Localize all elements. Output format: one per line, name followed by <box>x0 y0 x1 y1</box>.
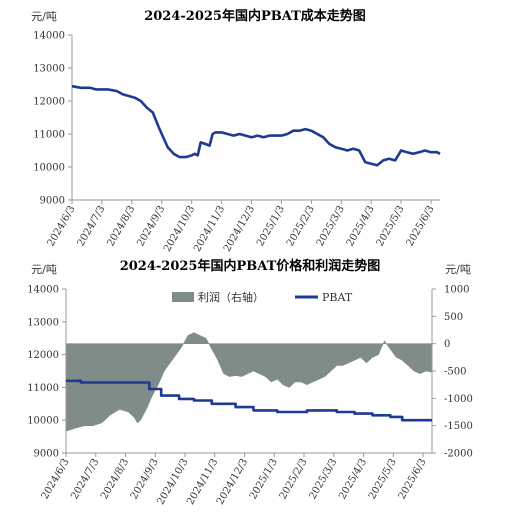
cost-x-tick-label: 2025/3/3 <box>315 204 347 248</box>
profit-y-tick-label: 500 <box>444 312 463 323</box>
cost-chart: 2024-2025年国内PBAT成本走势图 元/吨 9000 10000 11000… <box>31 8 441 254</box>
cost-y-tick-label: 11000 <box>33 130 65 141</box>
cost-x-tick-label: 2024/7/3 <box>76 204 108 248</box>
cost-y-tick-label: 14000 <box>33 31 65 42</box>
cost-x-tick-label: 2025/1/3 <box>255 204 287 248</box>
legend-label-profit: 利润（右轴） <box>198 290 264 304</box>
price-profit-chart-title: 2024-2025年国内PBAT价格和利润走势图 <box>120 258 381 274</box>
cost-x-tick-label: 2025/5/3 <box>375 204 407 248</box>
price-y-tick-label: 14000 <box>27 285 59 296</box>
price-x-tick-label: 2024/12/3 <box>215 457 250 507</box>
price-x-tick-label: 2025/3/3 <box>307 457 339 501</box>
cost-chart-y-unit: 元/吨 <box>31 10 57 23</box>
cost-x-tick-label: 2024/10/3 <box>162 204 197 254</box>
cost-chart-title: 2024-2025年国内PBAT成本走势图 <box>144 8 366 24</box>
cost-y-tick-label: 12000 <box>33 97 65 108</box>
profit-y-tick-label: 0 <box>444 339 450 350</box>
cost-y-tick-label: 13000 <box>33 64 65 75</box>
cost-x-tick-label: 2024/11/3 <box>192 204 227 254</box>
price-x-tick-label: 2025/4/3 <box>337 457 369 501</box>
price-profit-chart: 2024-2025年国内PBAT价格和利润走势图 元/吨 元/吨 利润（右轴） P… <box>27 258 473 507</box>
price-profit-chart-y-unit-right: 元/吨 <box>445 263 471 276</box>
profit-y-tick-label: 1000 <box>444 285 469 296</box>
price-x-tick-label: 2025/5/3 <box>367 457 399 501</box>
cost-x-tick-label: 2024/6/3 <box>46 204 78 248</box>
pbat-price-line <box>66 379 432 422</box>
cost-x-tick-label: 2024/8/3 <box>105 204 137 248</box>
price-x-tick-label: 2024/7/3 <box>69 457 101 501</box>
cost-x-tick-label: 2024/9/3 <box>135 204 167 248</box>
price-x-tick-label: 2024/8/3 <box>99 457 131 501</box>
cost-x-tick-label: 2025/6/3 <box>405 204 437 248</box>
profit-area <box>65 332 433 432</box>
legend-swatch-profit <box>172 292 194 302</box>
legend-label-pbat: PBAT <box>322 291 353 304</box>
profit-y-tick-label: -1000 <box>444 394 473 405</box>
price-y-tick-label: 11000 <box>27 383 59 394</box>
price-x-tick-label: 2025/1/3 <box>248 457 280 501</box>
price-x-tick-label: 2024/6/3 <box>40 457 72 501</box>
price-y-tick-label: 13000 <box>27 317 59 328</box>
cost-y-tick-label: 9000 <box>40 196 65 207</box>
profit-y-tick-label: -1500 <box>444 421 473 432</box>
price-profit-chart-y-unit-left: 元/吨 <box>31 263 57 276</box>
cost-y-tick-label: 10000 <box>33 163 65 174</box>
price-x-tick-label: 2025/2/3 <box>278 457 310 501</box>
price-profit-legend: 利润（右轴） PBAT <box>172 290 353 304</box>
cost-x-tick-label: 2025/2/3 <box>285 204 317 248</box>
cost-x-tick-label: 2025/4/3 <box>345 204 377 248</box>
cost-x-tick-label: 2024/12/3 <box>222 204 257 254</box>
price-x-tick-label: 2025/6/3 <box>397 457 429 501</box>
profit-y-tick-label: -500 <box>444 367 466 378</box>
cost-series-line <box>71 84 441 167</box>
profit-y-tick-label: -2000 <box>444 449 473 460</box>
price-y-tick-label: 12000 <box>27 350 59 361</box>
price-y-tick-label: 9000 <box>34 449 59 460</box>
price-x-tick-label: 2024/9/3 <box>129 457 161 501</box>
price-y-tick-label: 10000 <box>27 416 59 427</box>
